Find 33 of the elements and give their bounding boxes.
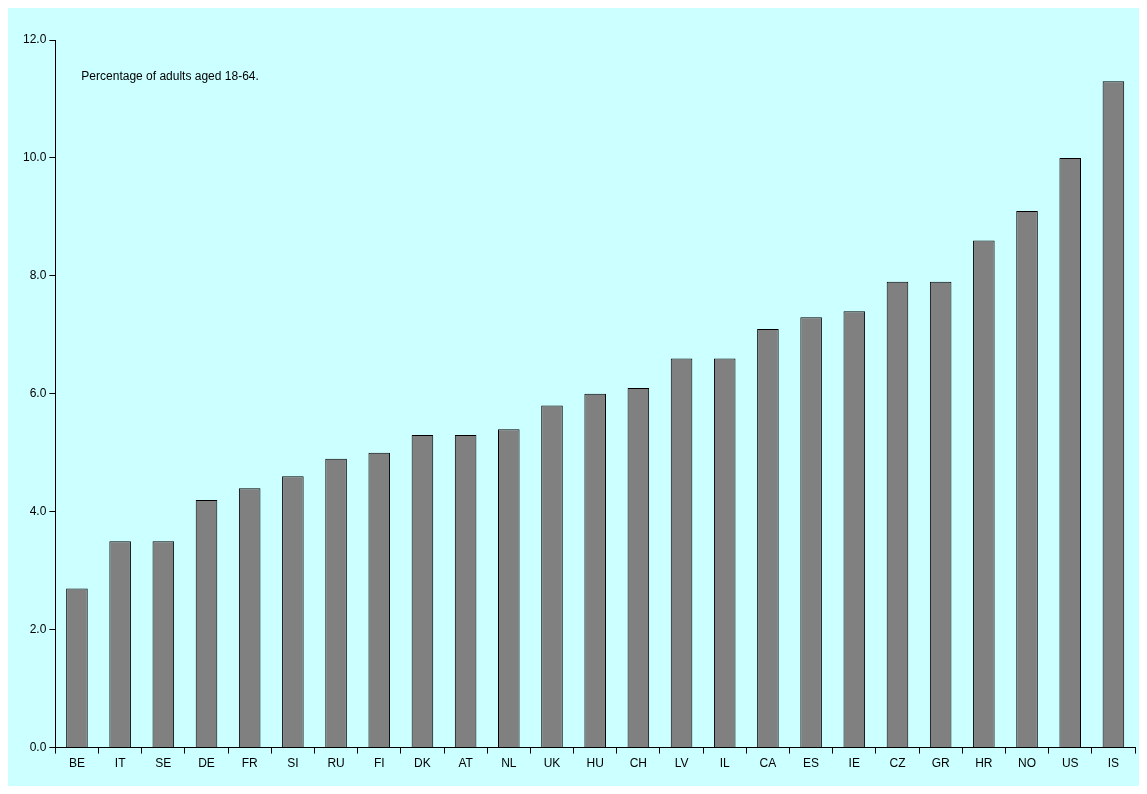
x-tick-label: CH [629, 756, 648, 771]
x-tick-label: CZ [889, 756, 906, 771]
x-tick-label: SI [287, 756, 299, 771]
y-tick-label: 12.0 [23, 32, 47, 47]
x-tick-label: IE [848, 756, 860, 771]
x-tick-label: NO [1018, 756, 1037, 771]
y-tick-label: 6.0 [29, 386, 47, 401]
x-tick-label: HU [586, 756, 604, 771]
x-tick-label: UK [543, 756, 561, 771]
y-tick-label: 2.0 [29, 621, 47, 636]
x-tick-label: BE [68, 756, 85, 771]
x-tick-label: ES [803, 756, 820, 771]
x-tick-label: IL [719, 756, 731, 771]
x-tick-label: AT [458, 756, 474, 771]
x-tick-label: FI [373, 756, 385, 771]
y-tick-label: 0.0 [29, 739, 47, 754]
x-tick-label: HR [975, 756, 993, 771]
y-tick-label: 10.0 [23, 150, 47, 165]
x-tick-label: GR [931, 756, 950, 771]
x-tick-label: FR [241, 756, 259, 771]
y-tick-label: 4.0 [29, 504, 47, 519]
x-tick-label: DK [414, 756, 431, 771]
x-tick-label: CA [759, 756, 777, 771]
x-tick-label: US [1061, 756, 1079, 771]
x-tick-label: LV [674, 756, 689, 771]
x-tick-label: IS [1107, 756, 1120, 771]
x-tick-label: NL [501, 756, 517, 771]
x-tick-label: RU [327, 756, 345, 771]
x-tick-label: DE [198, 756, 215, 771]
x-tick-label: IT [114, 756, 127, 771]
annotation: Percentage of adults aged 18-64. [81, 69, 259, 84]
x-tick-label: SE [155, 756, 172, 771]
y-tick-label: 8.0 [29, 268, 47, 283]
